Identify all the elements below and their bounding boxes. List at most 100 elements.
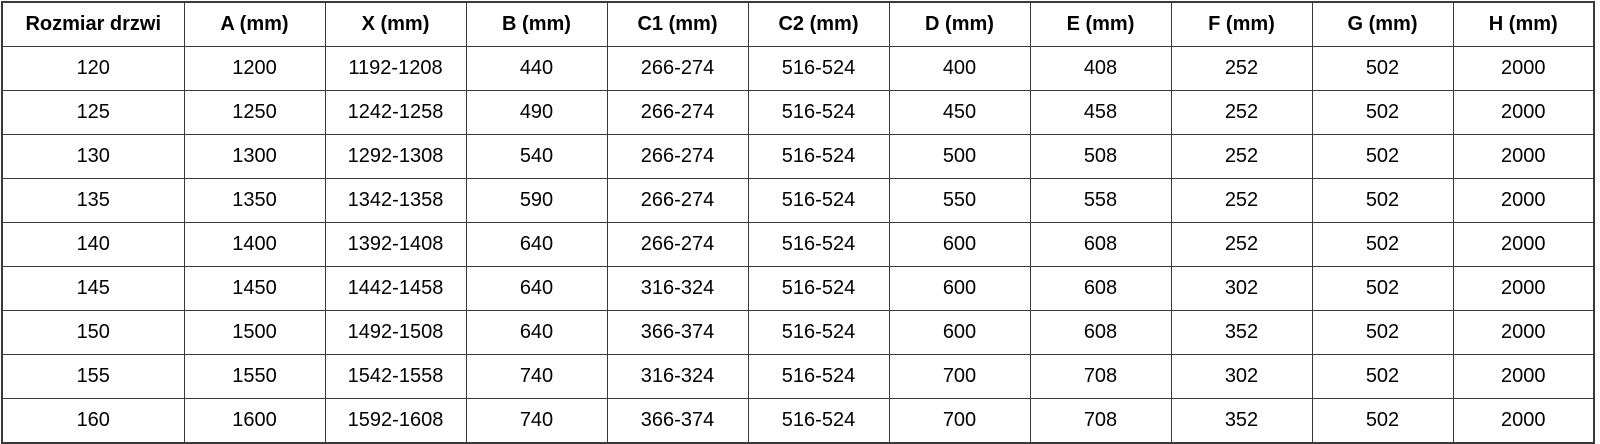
header-cell: E (mm)	[1029, 1, 1172, 47]
table-cell: 140	[1, 222, 185, 267]
header-cell: C2 (mm)	[747, 1, 890, 47]
table-cell: 640	[465, 222, 608, 267]
header-cell: A (mm)	[183, 1, 326, 47]
table-cell: 2000	[1452, 46, 1595, 91]
header-cell: B (mm)	[465, 1, 608, 47]
table-cell: 490	[465, 90, 608, 135]
table-cell: 266-274	[606, 46, 749, 91]
table-cell: 502	[1311, 354, 1454, 399]
header-cell: G (mm)	[1311, 1, 1454, 47]
table-cell: 155	[1, 354, 185, 399]
table-row: 155 1550 1542-1558 740 316-324 516-524 700 708 3…	[1, 354, 1595, 399]
table-cell: 366-374	[606, 398, 749, 444]
table-cell: 252	[1170, 46, 1313, 91]
table-cell: 1342-1358	[324, 178, 467, 223]
table-cell: 516-524	[747, 134, 890, 179]
table-row: 125 1250 1242-1258 490 266-274 516-524 450 458 2…	[1, 90, 1595, 135]
table-cell: 1442-1458	[324, 266, 467, 311]
table-cell: 130	[1, 134, 185, 179]
table-cell: 266-274	[606, 134, 749, 179]
table-cell: 600	[888, 222, 1031, 267]
table-cell: 145	[1, 266, 185, 311]
table-cell: 252	[1170, 90, 1313, 135]
table-cell: 160	[1, 398, 185, 444]
table-cell: 502	[1311, 398, 1454, 444]
table-cell: 550	[888, 178, 1031, 223]
table-cell: 516-524	[747, 266, 890, 311]
table-cell: 1542-1558	[324, 354, 467, 399]
header-cell: H (mm)	[1452, 1, 1595, 47]
table-cell: 302	[1170, 266, 1313, 311]
table-cell: 400	[888, 46, 1031, 91]
table-cell: 502	[1311, 90, 1454, 135]
table-cell: 252	[1170, 134, 1313, 179]
table-cell: 558	[1029, 178, 1172, 223]
table-cell: 252	[1170, 178, 1313, 223]
table-cell: 740	[465, 398, 608, 444]
table-cell: 1350	[183, 178, 326, 223]
table-cell: 508	[1029, 134, 1172, 179]
table-cell: 1450	[183, 266, 326, 311]
table-head: Rozmiar drzwi A (mm) X (mm) B (mm) C1 (mm) C2…	[1, 1, 1595, 47]
table-cell: 516-524	[747, 90, 890, 135]
table-cell: 302	[1170, 354, 1313, 399]
table-body: 120 1200 1192-1208 440 266-274 516-524 400 408 2…	[1, 46, 1595, 444]
table-cell: 2000	[1452, 134, 1595, 179]
table-cell: 2000	[1452, 310, 1595, 355]
table-cell: 1492-1508	[324, 310, 467, 355]
table-cell: 700	[888, 354, 1031, 399]
header-cell: D (mm)	[888, 1, 1031, 47]
table-cell: 1300	[183, 134, 326, 179]
table-cell: 316-324	[606, 266, 749, 311]
table-cell: 458	[1029, 90, 1172, 135]
table-row: 130 1300 1292-1308 540 266-274 516-524 500 508 2…	[1, 134, 1595, 179]
table-cell: 266-274	[606, 90, 749, 135]
table-cell: 150	[1, 310, 185, 355]
table-cell: 1500	[183, 310, 326, 355]
table-cell: 125	[1, 90, 185, 135]
table-cell: 608	[1029, 266, 1172, 311]
table-cell: 640	[465, 266, 608, 311]
table-cell: 2000	[1452, 90, 1595, 135]
table-cell: 600	[888, 266, 1031, 311]
table-cell: 352	[1170, 310, 1313, 355]
header-cell: X (mm)	[324, 1, 467, 47]
table-cell: 1250	[183, 90, 326, 135]
table-cell: 1400	[183, 222, 326, 267]
table-cell: 135	[1, 178, 185, 223]
table-cell: 440	[465, 46, 608, 91]
table-cell: 1600	[183, 398, 326, 444]
table-cell: 640	[465, 310, 608, 355]
table-cell: 252	[1170, 222, 1313, 267]
header-cell: Rozmiar drzwi	[1, 1, 185, 47]
table-cell: 600	[888, 310, 1031, 355]
table-cell: 2000	[1452, 354, 1595, 399]
table-cell: 1242-1258	[324, 90, 467, 135]
table-cell: 1550	[183, 354, 326, 399]
table-cell: 740	[465, 354, 608, 399]
table-cell: 700	[888, 398, 1031, 444]
table-row: 120 1200 1192-1208 440 266-274 516-524 400 408 2…	[1, 46, 1595, 91]
table-row: 160 1600 1592-1608 740 366-374 516-524 700 708 3…	[1, 398, 1595, 444]
table-row: 135 1350 1342-1358 590 266-274 516-524 550 558 2…	[1, 178, 1595, 223]
table-cell: 502	[1311, 178, 1454, 223]
table-cell: 266-274	[606, 178, 749, 223]
table-cell: 2000	[1452, 266, 1595, 311]
table-row: 145 1450 1442-1458 640 316-324 516-524 600 608 3…	[1, 266, 1595, 311]
table-cell: 2000	[1452, 398, 1595, 444]
table-row: 140 1400 1392-1408 640 266-274 516-524 600 608 2…	[1, 222, 1595, 267]
table-cell: 516-524	[747, 398, 890, 444]
table-cell: 2000	[1452, 178, 1595, 223]
table-cell: 502	[1311, 46, 1454, 91]
table-cell: 500	[888, 134, 1031, 179]
table-cell: 316-324	[606, 354, 749, 399]
table-cell: 608	[1029, 222, 1172, 267]
table-cell: 502	[1311, 310, 1454, 355]
table-cell: 366-374	[606, 310, 749, 355]
header-cell: C1 (mm)	[606, 1, 749, 47]
table-cell: 608	[1029, 310, 1172, 355]
table-cell: 1392-1408	[324, 222, 467, 267]
table-cell: 516-524	[747, 222, 890, 267]
